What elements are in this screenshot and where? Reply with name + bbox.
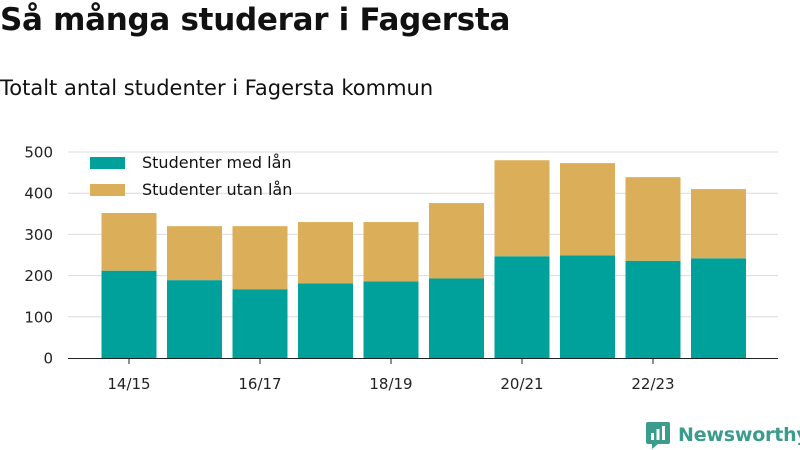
bar-segment-without-loan [691, 189, 746, 259]
y-tick-label: 200 [24, 267, 53, 285]
bar-segment-with-loan [560, 255, 615, 358]
x-tick-label: 20/21 [500, 375, 543, 393]
bar-segment-with-loan [167, 280, 222, 358]
bar-segment-without-loan [363, 222, 419, 282]
bar-segment-with-loan [691, 258, 746, 358]
chart-title: Så många studerar i Fagersta [0, 2, 511, 38]
bar-segment-without-loan [494, 160, 550, 257]
y-tick-label: 500 [24, 144, 53, 162]
y-tick-label: 300 [24, 226, 53, 244]
x-tick-label: 22/23 [631, 375, 674, 393]
bar-segment-without-loan [232, 226, 288, 290]
bar-segment-with-loan [363, 281, 419, 358]
bar-segment-with-loan [298, 283, 353, 358]
bar-segment-with-loan [429, 278, 484, 358]
bar-segment-without-loan [429, 203, 484, 279]
legend: Studenter med lån Studenter utan lån [90, 149, 292, 203]
bar-segment-without-loan [560, 163, 615, 256]
bar-segment-with-loan [625, 260, 681, 358]
bar-segment-without-loan [298, 222, 353, 284]
bar-segment-with-loan [232, 289, 288, 358]
legend-item-without-loan: Studenter utan lån [90, 176, 292, 203]
x-tick-label: 18/19 [369, 375, 412, 393]
bar-segment-without-loan [101, 212, 157, 271]
brand: Newsworthy [644, 420, 800, 450]
x-tick-label: 16/17 [238, 375, 281, 393]
brand-name: Newsworthy [678, 424, 800, 446]
y-tick-label: 400 [24, 185, 53, 203]
chart-subtitle: Totalt antal studenter i Fagersta kommun [0, 76, 434, 100]
bar-segment-with-loan [101, 270, 157, 358]
x-tick-label: 14/15 [107, 375, 150, 393]
y-tick-label: 100 [24, 308, 53, 326]
bar-segment-without-loan [167, 226, 222, 281]
legend-swatch-with-loan [90, 156, 125, 169]
y-tick-label: 0 [43, 350, 53, 368]
legend-item-with-loan: Studenter med lån [90, 149, 292, 176]
legend-swatch-without-loan [90, 183, 125, 196]
newsworthy-logo-icon [646, 422, 670, 449]
bar-segment-with-loan [494, 256, 550, 358]
legend-label-without-loan: Studenter utan lån [142, 180, 293, 199]
bar-segment-without-loan [625, 177, 681, 261]
legend-label-with-loan: Studenter med lån [142, 153, 292, 172]
